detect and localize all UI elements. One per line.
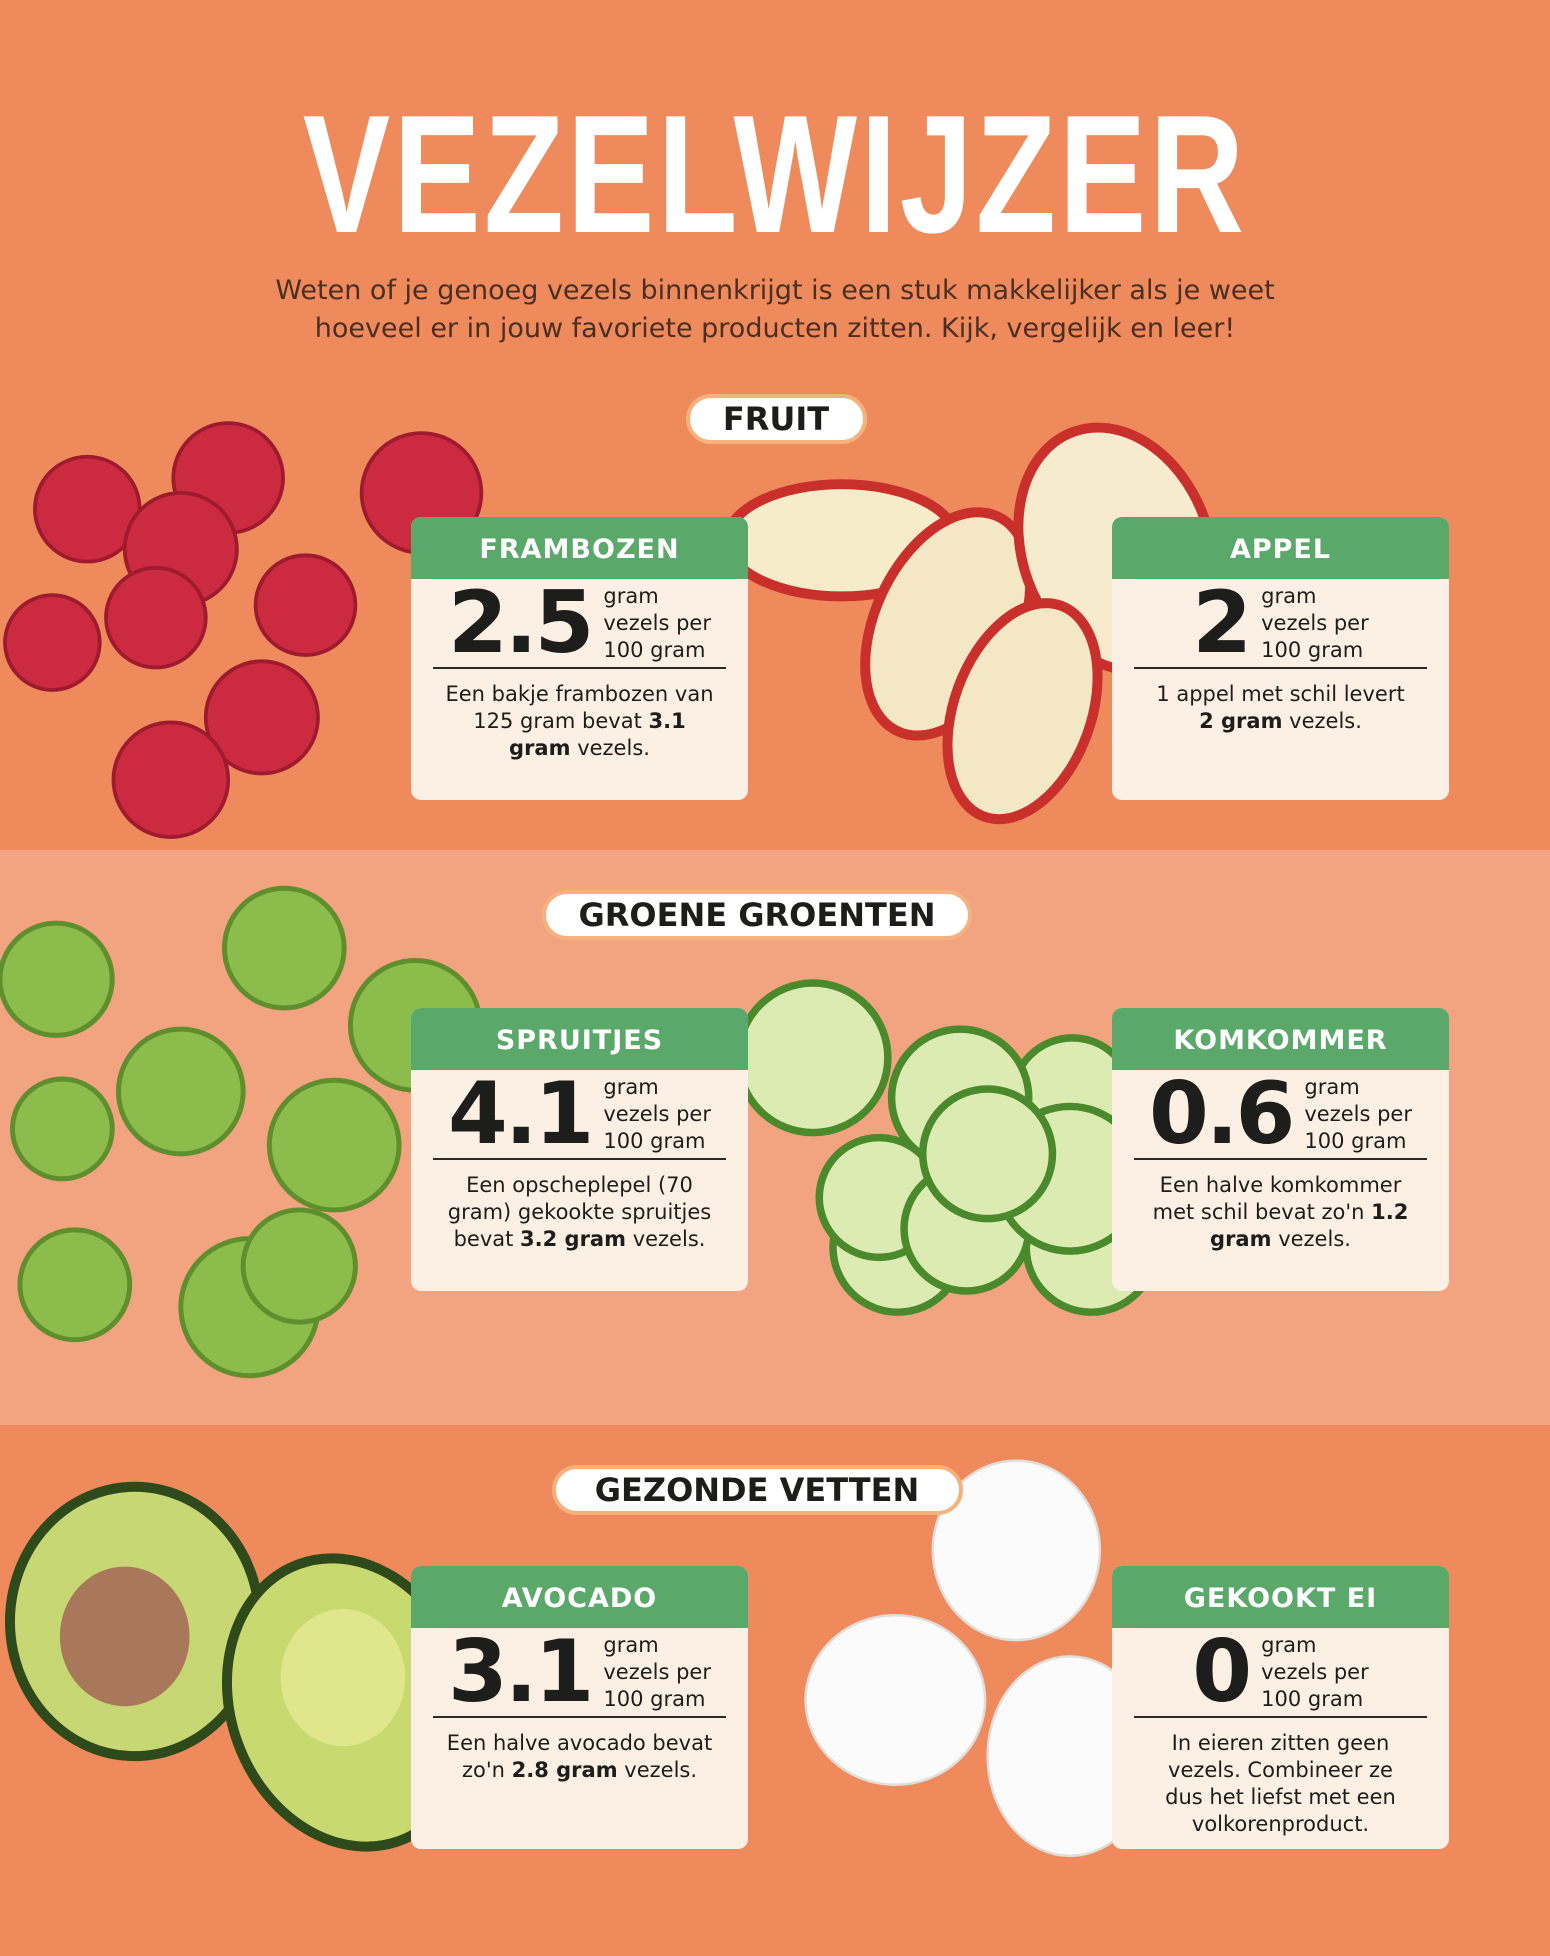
- page-title: VEZELWIJZER: [302, 80, 1248, 268]
- unit-line: vezels per: [1261, 1659, 1369, 1684]
- eggs: [804, 1459, 1154, 1858]
- page-subtitle: Weten of je genoeg vezels binnenkrijgt i…: [275, 275, 1275, 344]
- product-note: Een halve komkommer met schil bevat zo'n…: [1112, 1160, 1449, 1253]
- unit-line: vezels per: [603, 1659, 711, 1684]
- note-end: vezels.: [632, 1227, 706, 1251]
- note-text: 1 appel met schil levert: [1156, 682, 1405, 706]
- note-text: In eieren zitten geen vezels. Combineer …: [1165, 1731, 1396, 1836]
- note-text: Een bakje frambozen van 125 gram bevat: [445, 682, 714, 733]
- unit-line: vezels per: [603, 1101, 711, 1126]
- note-end: vezels.: [624, 1758, 698, 1782]
- fiber-value-row: 4.1 gram vezels per 100 gram: [433, 1070, 726, 1160]
- fiber-unit: gram vezels per 100 gram: [1261, 1632, 1369, 1713]
- fiber-unit: gram vezels per 100 gram: [1261, 583, 1369, 664]
- avocado: [4, 1481, 477, 1852]
- note-text: Een opscheplepel (70 gram) gekookte spru…: [447, 1173, 712, 1251]
- product-note: Een opscheplepel (70 gram) gekookte spru…: [411, 1160, 748, 1253]
- unit-line: 100 gram: [1261, 637, 1364, 662]
- note-bold: 3.2 gram: [520, 1227, 626, 1251]
- fiber-value: 2: [1192, 573, 1252, 673]
- fiber-card: SPRUITJES 4.1 gram vezels per 100 gram Een op…: [411, 1008, 748, 1291]
- raspberries: [3, 421, 484, 839]
- note-text: Een halve avocado bevat zo'n: [446, 1731, 713, 1782]
- note-text: Een halve komkommer met schil bevat zo'n: [1152, 1173, 1402, 1224]
- fiber-unit: gram vezels per 100 gram: [603, 1632, 711, 1713]
- unit-line: gram: [603, 1074, 659, 1099]
- unit-line: gram: [603, 583, 659, 608]
- fiber-value-row: 0 gram vezels per 100 gram: [1134, 1628, 1427, 1718]
- fiber-value-row: 0.6 gram vezels per 100 gram: [1134, 1070, 1427, 1160]
- fiber-value: 0.6: [1149, 1064, 1295, 1164]
- product-name: FRAMBOZEN: [411, 517, 748, 579]
- product-name: SPRUITJES: [411, 1008, 748, 1070]
- unit-line: vezels per: [603, 610, 711, 635]
- fiber-card: KOMKOMMER 0.6 gram vezels per 100 gram Een ha…: [1112, 1008, 1449, 1291]
- fiber-card: GEKOOKT EI 0 gram vezels per 100 gram In eier…: [1112, 1566, 1449, 1849]
- fiber-unit: gram vezels per 100 gram: [603, 583, 711, 664]
- unit-line: vezels per: [1304, 1101, 1412, 1126]
- fiber-card: FRAMBOZEN 2.5 gram vezels per 100 gram Een ba…: [411, 517, 748, 800]
- fiber-value-row: 3.1 gram vezels per 100 gram: [433, 1628, 726, 1718]
- note-end: vezels.: [577, 736, 650, 760]
- product-note: Een bakje frambozen van 125 gram bevat 3…: [411, 669, 748, 762]
- unit-line: 100 gram: [603, 1128, 706, 1153]
- unit-line: 100 gram: [603, 637, 706, 662]
- note-bold: 1.2 gram: [1210, 1200, 1409, 1251]
- product-name: KOMKOMMER: [1112, 1008, 1449, 1070]
- unit-line: gram: [1261, 583, 1317, 608]
- note-bold: 2 gram: [1199, 709, 1283, 733]
- section-title: GEZONDE VETTEN: [551, 1465, 963, 1515]
- unit-line: gram: [1304, 1074, 1360, 1099]
- product-name: GEKOOKT EI: [1112, 1566, 1449, 1628]
- fiber-card: APPEL 2 gram vezels per 100 gram 1 appel met …: [1112, 517, 1449, 800]
- note-end: vezels.: [1289, 709, 1362, 733]
- section-title: FRUIT: [685, 394, 867, 444]
- product-note: Een halve avocado bevat zo'n 2.8 gram ve…: [411, 1718, 748, 1784]
- cucumber-slices: [734, 979, 1160, 1316]
- product-name: AVOCADO: [411, 1566, 748, 1628]
- fiber-value: 3.1: [448, 1622, 594, 1722]
- fiber-value: 4.1: [448, 1064, 594, 1164]
- product-name: APPEL: [1112, 517, 1449, 579]
- unit-line: vezels per: [1261, 610, 1369, 635]
- note-end: vezels.: [1278, 1227, 1351, 1251]
- note-bold: 3.1 gram: [509, 709, 686, 760]
- fiber-value-row: 2.5 gram vezels per 100 gram: [433, 579, 726, 669]
- fiber-value: 2.5: [448, 573, 594, 673]
- unit-line: 100 gram: [603, 1686, 706, 1711]
- unit-line: 100 gram: [1261, 1686, 1364, 1711]
- product-note: In eieren zitten geen vezels. Combineer …: [1112, 1718, 1449, 1838]
- fiber-card: AVOCADO 3.1 gram vezels per 100 gram Een halv…: [411, 1566, 748, 1849]
- fiber-unit: gram vezels per 100 gram: [1304, 1074, 1412, 1155]
- fiber-value: 0: [1192, 1622, 1252, 1722]
- sprouts: [0, 885, 483, 1379]
- product-note: 1 appel met schil levert 2 gram vezels.: [1112, 669, 1449, 735]
- unit-line: gram: [1261, 1632, 1317, 1657]
- unit-line: 100 gram: [1304, 1128, 1407, 1153]
- section-title: GROENE GROENTEN: [542, 890, 972, 940]
- fiber-unit: gram vezels per 100 gram: [603, 1074, 711, 1155]
- fiber-value-row: 2 gram vezels per 100 gram: [1134, 579, 1427, 669]
- unit-line: gram: [603, 1632, 659, 1657]
- note-bold: 2.8 gram: [511, 1758, 618, 1782]
